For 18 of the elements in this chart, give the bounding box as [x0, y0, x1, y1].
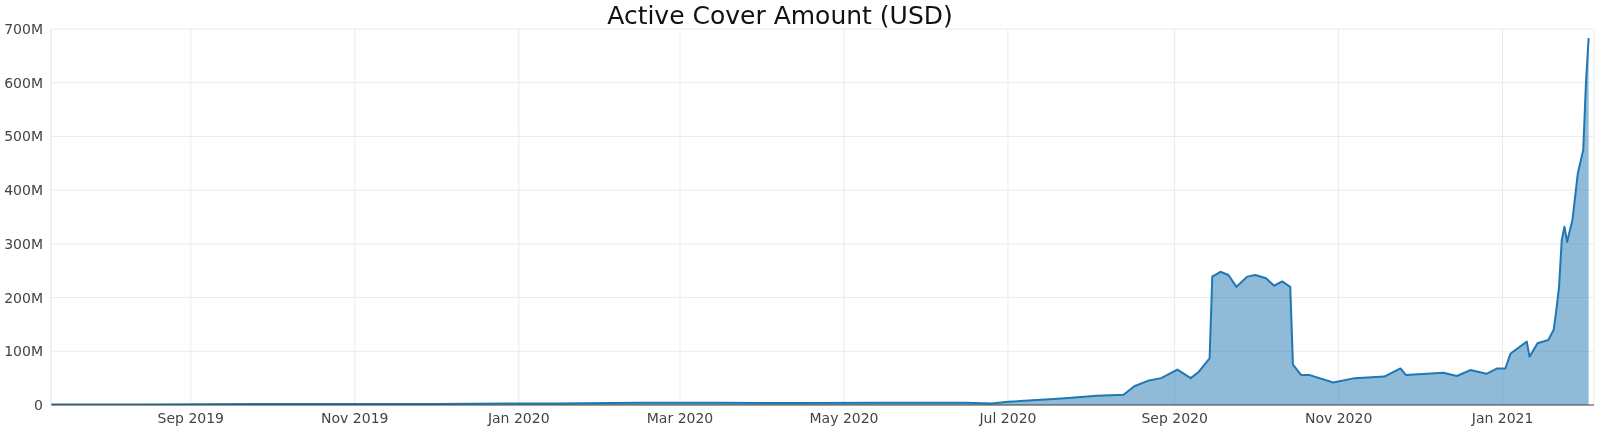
y-tick-label: 400M [4, 182, 43, 199]
x-tick-label: Sep 2020 [1141, 409, 1208, 426]
x-tick-label: Mar 2020 [646, 409, 714, 426]
x-tick-label: Jan 2020 [486, 409, 550, 426]
y-tick-label: 700M [4, 20, 43, 37]
y-tick-label: 0 [34, 396, 43, 413]
x-tick-label: Nov 2019 [321, 409, 389, 426]
y-tick-label: 600M [4, 74, 43, 91]
x-tick-label: Jul 2020 [978, 409, 1037, 426]
x-tick-label: Nov 2020 [1304, 409, 1373, 426]
chart-title: Active Cover Amount (USD) [607, 1, 953, 30]
y-tick-label: 100M [4, 343, 43, 360]
y-tick-label: 300M [4, 235, 43, 252]
x-tick-label: May 2020 [809, 409, 879, 426]
y-tick-label: 500M [4, 128, 43, 145]
x-tick-label: Sep 2019 [157, 409, 225, 426]
y-tick-label: 200M [4, 289, 43, 306]
x-tick-label: Jan 2021 [1470, 409, 1534, 426]
